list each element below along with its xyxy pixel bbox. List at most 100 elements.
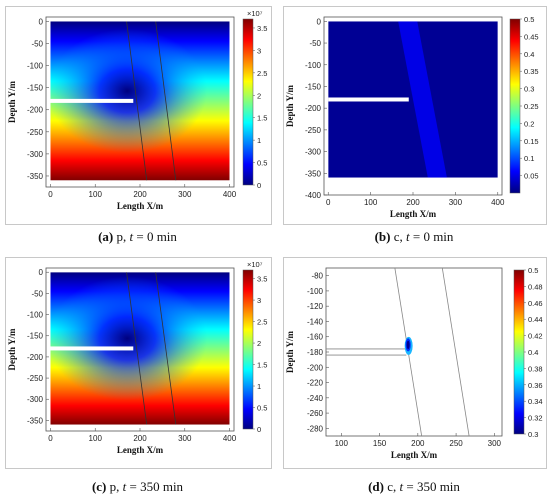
- colorbar-exponent: ×10⁷: [247, 9, 263, 18]
- x-tick-label: 300: [178, 190, 192, 199]
- fracture: [50, 346, 134, 351]
- y-axis-label: Depth Y/m: [7, 81, 17, 123]
- low-pressure-zone: [50, 276, 208, 401]
- x-tick-label: 300: [488, 439, 502, 448]
- x-tick-label: 200: [411, 439, 425, 448]
- y-tick-label: -300: [27, 395, 44, 404]
- x-axis-label: Length X/m: [117, 445, 164, 455]
- y-tick-label: 0: [39, 17, 44, 26]
- colorbar-tick-label: 0.1: [524, 154, 534, 163]
- colorbar-tick-label: 0.5: [257, 159, 267, 168]
- caption-d-rest: = 350 min: [403, 479, 460, 494]
- colorbar-tick-label: 2.5: [257, 318, 267, 327]
- field-layer: [50, 272, 230, 425]
- colorbar-tick-label: 0.42: [528, 332, 543, 341]
- caption-d: (d) c, t = 350 min: [283, 479, 545, 495]
- caption-b-text: c,: [390, 229, 406, 244]
- colorbar-tick-label: 0.46: [528, 299, 543, 308]
- colorbar-tick-label: 1.5: [257, 361, 267, 370]
- colorbar: [242, 269, 254, 430]
- y-tick-label: -80: [311, 272, 323, 281]
- x-tick-label: 250: [449, 439, 463, 448]
- colorbar-tick-label: 0.4: [524, 50, 534, 59]
- colorbar-tick-label: 0.44: [528, 315, 543, 324]
- caption-d-text: c,: [383, 479, 400, 494]
- x-tick-label: 400: [223, 190, 237, 199]
- colorbar: [509, 18, 521, 194]
- x-tick-label: 200: [133, 190, 147, 199]
- colorbar-tick-label: 3: [257, 296, 261, 305]
- y-tick-label: -280: [307, 424, 324, 433]
- colorbar-tick-label: 0.4: [528, 348, 538, 357]
- caption-a-letter: (a): [98, 229, 114, 244]
- colorbar-tick-label: 1: [257, 136, 261, 145]
- y-tick-label: -100: [27, 311, 44, 320]
- y-tick-label: -50: [309, 39, 321, 48]
- y-tick-label: -350: [27, 416, 44, 425]
- low-pressure-zone: [50, 28, 208, 153]
- fault-line: [155, 272, 177, 425]
- colorbar-tick-label: 0.34: [528, 397, 543, 406]
- y-tick-label: -200: [307, 363, 324, 372]
- colorbar-tick-label: 0.3: [528, 430, 538, 439]
- y-tick-label: -200: [27, 106, 44, 115]
- caption-d-letter: (d): [368, 479, 384, 494]
- colorbar-tick-label: 3.5: [257, 24, 267, 33]
- colorbar-tick-label: 0.5: [528, 266, 538, 275]
- fault-line: [126, 272, 148, 425]
- y-tick-label: -150: [27, 84, 44, 93]
- panel-d: 100 150 200 250 300 -80 -100 -120 -140 -160 -180 -2…: [283, 257, 547, 469]
- caption-c-letter: (c): [91, 479, 107, 494]
- y-tick-label: -120: [307, 302, 324, 311]
- y-tick-label: -150: [305, 82, 322, 91]
- x-axis-label: Length X/m: [117, 201, 164, 211]
- colorbar-tick-label: 0.25: [524, 102, 539, 111]
- plume-core: [406, 340, 410, 350]
- y-tick-label: -350: [305, 169, 322, 178]
- x-tick-label: 150: [373, 439, 387, 448]
- caption-d-t: t: [399, 479, 404, 494]
- colorbar-tick-label: 0.48: [528, 282, 543, 291]
- y-tick-label: -250: [27, 374, 44, 383]
- caption-a-text: p,: [113, 229, 130, 244]
- fault-line: [441, 268, 470, 436]
- y-tick-label: -180: [307, 348, 324, 357]
- x-axis-label: Length X/m: [390, 209, 437, 219]
- y-tick-label: 0: [39, 268, 44, 277]
- caption-b: (b) c, t = 0 min: [283, 229, 545, 245]
- y-tick-label: -100: [307, 287, 324, 296]
- fault-band: [398, 21, 447, 178]
- y-tick-label: -300: [305, 148, 322, 157]
- colorbar-tick-label: 1.5: [257, 114, 267, 123]
- colorbar-tick-label: 0.3: [524, 85, 534, 94]
- y-tick-label: -200: [305, 104, 322, 113]
- caption-b-rest: = 0 min: [409, 229, 454, 244]
- caption-a: (a) p, t = 0 min: [5, 229, 270, 245]
- colorbar: [513, 269, 525, 435]
- x-tick-label: 300: [449, 198, 463, 207]
- x-tick-label: 100: [335, 439, 349, 448]
- fracture: [50, 98, 134, 103]
- y-tick-label: -150: [27, 332, 44, 341]
- y-tick-label: -100: [27, 62, 44, 71]
- colorbar-tick-label: 1: [257, 382, 261, 391]
- colorbar: [242, 18, 254, 186]
- field-layer: [326, 268, 470, 436]
- x-tick-label: 400: [223, 434, 237, 443]
- panel-b: 0 100 200 300 400 0 -50 -100 -150 -200 -250 -300 -35…: [283, 6, 547, 225]
- colorbar-tick-label: 2.5: [257, 69, 267, 78]
- caption-a-t: t: [129, 229, 134, 244]
- caption-c-text: p,: [106, 479, 123, 494]
- x-tick-label: 200: [406, 198, 420, 207]
- colorbar-tick-label: 0.05: [524, 172, 539, 181]
- y-tick-label: -50: [31, 289, 43, 298]
- y-tick-label: -250: [27, 128, 44, 137]
- caption-c: (c) p, t = 350 min: [5, 479, 270, 495]
- colorbar-tick-label: 0.5: [524, 15, 534, 24]
- fault-line: [155, 21, 177, 181]
- colorbar-tick-label: 2: [257, 91, 261, 100]
- x-tick-label: 100: [89, 434, 103, 443]
- colorbar-tick-label: 0.15: [524, 137, 539, 146]
- x-tick-label: 100: [89, 190, 103, 199]
- colorbar-exponent: ×10⁷: [247, 260, 263, 269]
